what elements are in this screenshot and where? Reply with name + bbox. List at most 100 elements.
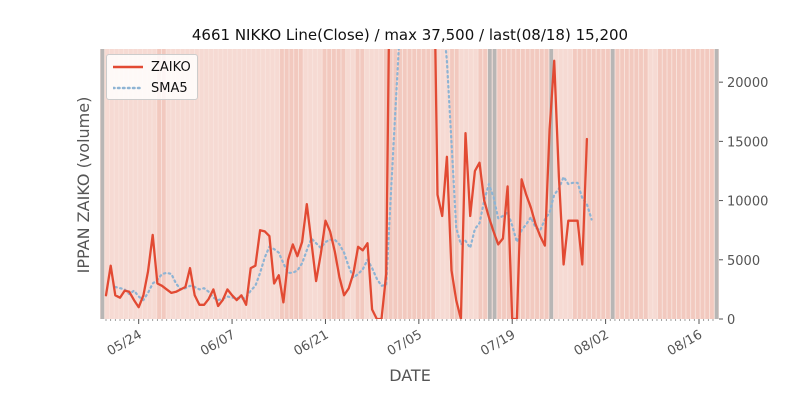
background-band: [194, 49, 199, 319]
background-band: [478, 49, 483, 319]
background-band: [535, 49, 539, 319]
background-band: [591, 49, 596, 319]
background-band: [180, 49, 185, 319]
y-tick-label: 5000: [727, 254, 760, 269]
legend-label-zaiko: ZAIKO: [151, 59, 191, 75]
background-band: [502, 49, 506, 319]
background-band: [662, 49, 667, 319]
background-band: [710, 49, 714, 319]
background-band: [332, 49, 336, 319]
background-band: [492, 49, 497, 319]
background-band: [620, 49, 625, 319]
background-band: [284, 49, 289, 319]
background-band: [138, 49, 143, 319]
background-band: [360, 49, 365, 319]
background-band: [346, 49, 350, 319]
background-band: [237, 49, 242, 319]
background-band: [525, 49, 530, 319]
background-band: [421, 49, 426, 319]
background-band: [417, 49, 421, 319]
background-band: [251, 49, 256, 319]
background-band: [426, 49, 431, 319]
background-band: [572, 49, 577, 319]
x-tick-label: 07/05: [385, 327, 425, 359]
background-band: [454, 49, 459, 319]
legend-entry-zaiko: ZAIKO: [113, 58, 191, 76]
background-band: [199, 49, 204, 319]
background-band: [459, 49, 464, 319]
background-band: [147, 49, 152, 319]
background-band: [516, 49, 521, 319]
background-band: [228, 49, 232, 319]
background-band: [209, 49, 213, 319]
background-band: [365, 49, 369, 319]
background-band: [610, 49, 615, 319]
y-axis-label: IPPAN ZAIKO (volume): [74, 97, 93, 274]
background-band: [469, 49, 473, 319]
chart-legend: ZAIKO SMA5: [106, 54, 198, 100]
x-axis-label: DATE: [389, 366, 431, 385]
background-band: [530, 49, 535, 319]
series-line-zaiko: [104, 49, 589, 319]
background-band: [700, 49, 705, 319]
background-band: [294, 49, 298, 319]
background-band: [142, 49, 147, 319]
background-band: [402, 49, 407, 319]
series-clip-group: [104, 49, 593, 319]
background-band: [667, 49, 672, 319]
background-band: [393, 49, 398, 319]
background-band: [563, 49, 568, 319]
background-band: [289, 49, 294, 319]
background-band: [298, 49, 303, 319]
chart-title: 4661 NIKKO Line(Close) / max 37,500 / la…: [192, 26, 628, 44]
background-band: [176, 49, 180, 319]
background-band: [336, 49, 341, 319]
background-band: [124, 49, 128, 319]
background-band: [114, 49, 119, 319]
background-band: [223, 49, 228, 319]
background-band: [374, 49, 379, 319]
background-band: [473, 49, 478, 319]
background-band: [171, 49, 176, 319]
y-tick-label: 15000: [727, 135, 768, 150]
background-band: [601, 49, 606, 319]
background-band: [133, 49, 138, 319]
x-tick-label: 08/02: [572, 327, 612, 359]
background-band: [643, 49, 648, 319]
y-tick-label: 20000: [727, 76, 768, 91]
background-band: [431, 49, 436, 319]
background-band: [379, 49, 384, 319]
background-band: [185, 49, 190, 319]
background-band: [100, 49, 105, 319]
background-band: [119, 49, 124, 319]
background-band: [648, 49, 653, 319]
background-band: [218, 49, 223, 319]
background-band: [596, 49, 601, 319]
background-band: [105, 49, 109, 319]
background-band: [322, 49, 327, 319]
legend-entry-sma5: SMA5: [113, 79, 188, 97]
background-band: [280, 49, 284, 319]
background-band: [341, 49, 346, 319]
background-band: [303, 49, 308, 319]
background-band: [398, 49, 402, 319]
background-band: [624, 49, 629, 319]
background-band: [383, 49, 388, 319]
background-band: [506, 49, 511, 319]
background-band: [242, 49, 247, 319]
y-tick-label: 10000: [727, 195, 768, 210]
series-line-sma5: [114, 49, 593, 302]
background-band: [261, 49, 265, 319]
background-band: [109, 49, 114, 319]
background-band: [355, 49, 360, 319]
background-band: [686, 49, 691, 319]
background-band: [213, 49, 218, 319]
background-band: [676, 49, 681, 319]
background-band: [691, 49, 695, 319]
background-band: [308, 49, 313, 319]
x-tick-label: 06/21: [292, 327, 332, 359]
x-tick-label: 05/24: [105, 327, 145, 359]
background-band: [606, 49, 610, 319]
y-tick-label: 0: [727, 313, 735, 328]
